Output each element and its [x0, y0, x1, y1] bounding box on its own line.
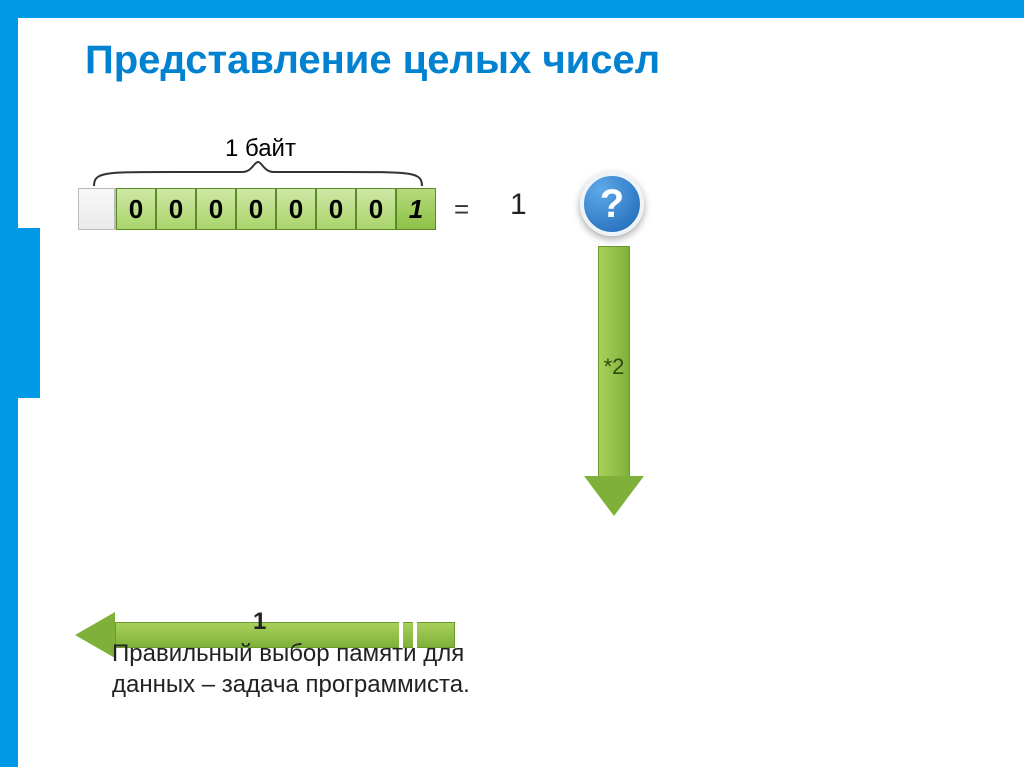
bit-7: 1 — [396, 188, 436, 230]
bit-2: 0 — [196, 188, 236, 230]
byte-label: 1 байт — [225, 135, 296, 163]
equals-sign: = — [454, 194, 469, 225]
byte-cells: 0 0 0 0 0 0 0 1 — [78, 188, 436, 230]
bottom-line-1: Правильный выбор памяти для — [112, 640, 464, 667]
bottom-text: Правильный выбор памяти для данных – зад… — [112, 638, 470, 700]
bit-5: 0 — [316, 188, 356, 230]
brace-icon — [92, 160, 424, 188]
bit-3: 0 — [236, 188, 276, 230]
slide-frame: Представление целых чисел 1 байт 0 0 0 0… — [0, 0, 1024, 767]
lead-cell — [78, 188, 114, 230]
question-mark-icon: ? — [600, 182, 624, 227]
bit-1: 0 — [156, 188, 196, 230]
question-badge: ? — [580, 172, 644, 236]
left-arrow-label: 1 — [253, 608, 266, 636]
border-left-accent — [0, 228, 40, 398]
down-arrow-head — [584, 476, 644, 516]
bit-6: 0 — [356, 188, 396, 230]
bit-0: 0 — [116, 188, 156, 230]
bottom-line-2: данных – задача программиста. — [112, 671, 470, 698]
border-top — [0, 0, 1024, 18]
result-value: 1 — [510, 188, 527, 222]
page-title: Представление целых чисел — [85, 38, 660, 83]
down-arrow: *2 — [584, 246, 644, 516]
border-left-lower — [0, 398, 18, 767]
bit-4: 0 — [276, 188, 316, 230]
down-arrow-label: *2 — [584, 354, 644, 380]
left-arrow-head — [75, 612, 115, 658]
border-left-upper — [0, 18, 18, 228]
